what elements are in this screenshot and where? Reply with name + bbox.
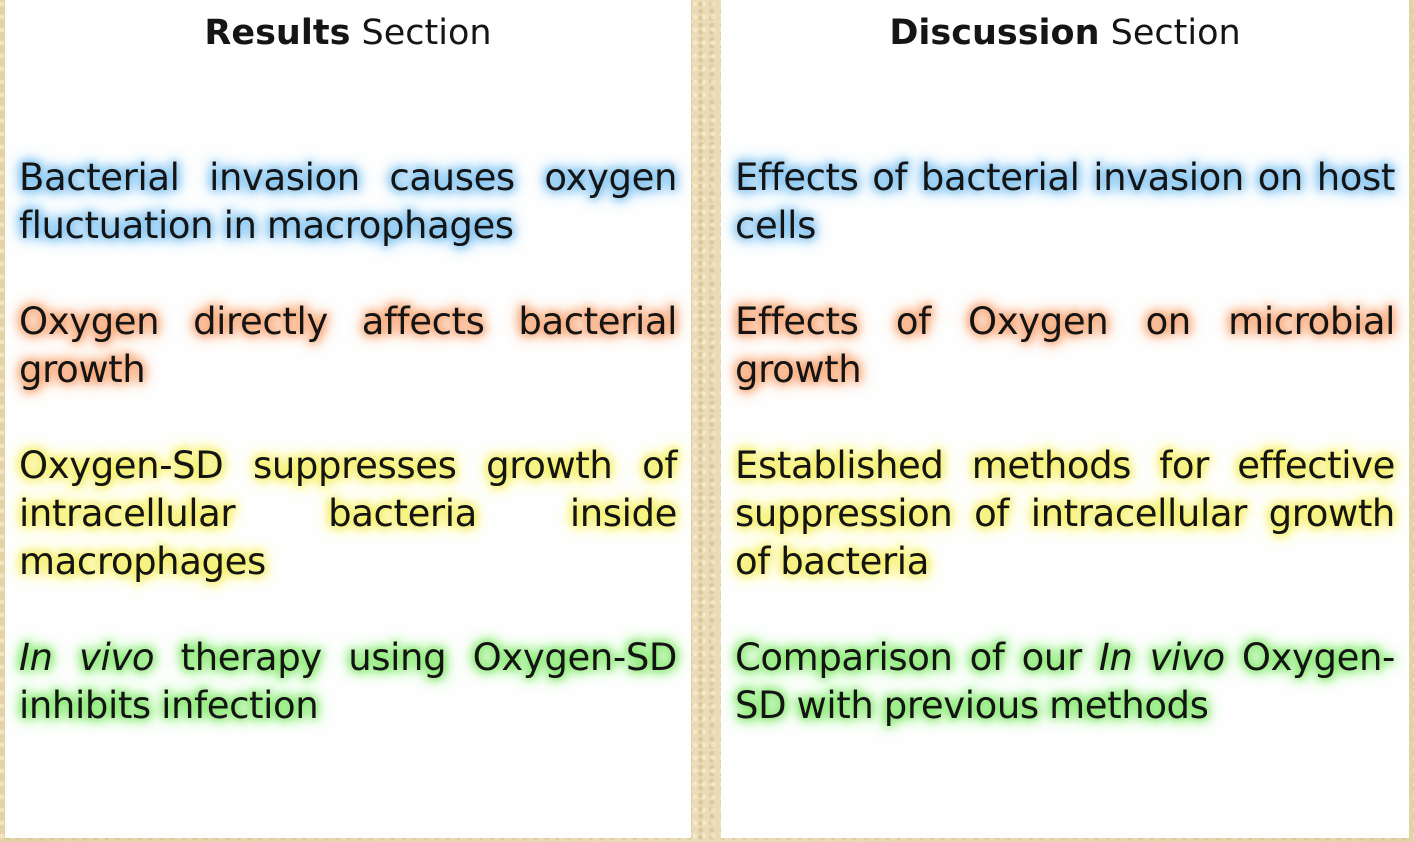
results-item-text: Oxygen-SD suppresses growth of intracell… — [19, 444, 677, 583]
discussion-header-rest: Section — [1099, 13, 1241, 53]
results-panel: Results Section Bacterial invasion cause… — [5, 0, 691, 838]
discussion-item-italic: In vivo — [1098, 636, 1225, 679]
discussion-item-host-cells: Effects of bacterial invasion on host ce… — [721, 154, 1409, 250]
results-item-text-wrap: In vivo therapy using Oxygen-SD inhibits… — [17, 636, 679, 727]
discussion-item-microbial-growth: Effects of Oxygen on microbial growth — [721, 298, 1409, 394]
discussion-item-pre: Comparison of our — [735, 636, 1099, 679]
results-header-bold: Results — [204, 13, 351, 53]
discussion-panel: Discussion Section Effects of bacterial … — [721, 0, 1409, 838]
results-item-oxygen-growth: Oxygen directly affects bacterial growth — [5, 298, 691, 394]
discussion-header-bold: Discussion — [889, 13, 1100, 53]
results-header: Results Section — [5, 12, 691, 54]
discussion-item-text: Effects of bacterial invasion on host ce… — [735, 156, 1395, 247]
results-header-rest: Section — [350, 13, 492, 53]
results-item-text: Bacterial invasion causes oxygen fluctua… — [19, 156, 677, 247]
discussion-item-text-wrap: Comparison of our In vivo Oxygen-SD with… — [733, 636, 1397, 727]
results-item-bacterial-invasion: Bacterial invasion causes oxygen fluctua… — [5, 154, 691, 250]
results-item-text: Oxygen directly affects bacterial growth — [19, 300, 677, 391]
discussion-item-text: Effects of Oxygen on microbial growth — [735, 300, 1395, 391]
discussion-item-established-methods: Established methods for effective suppre… — [721, 442, 1409, 586]
discussion-header: Discussion Section — [721, 12, 1409, 54]
results-item-in-vivo-therapy: In vivo therapy using Oxygen-SD inhibits… — [5, 634, 691, 730]
discussion-item-comparison: Comparison of our In vivo Oxygen-SD with… — [721, 634, 1409, 730]
results-item-italic: In vivo — [19, 636, 155, 679]
results-item-text: therapy using Oxygen-SD inhibits infecti… — [19, 636, 677, 727]
results-item-oxygen-sd-suppresses: Oxygen-SD suppresses growth of intracell… — [5, 442, 691, 586]
discussion-item-post: Oxygen-SD with previous methods — [735, 636, 1396, 727]
discussion-item-text: Established methods for effective suppre… — [735, 444, 1395, 583]
